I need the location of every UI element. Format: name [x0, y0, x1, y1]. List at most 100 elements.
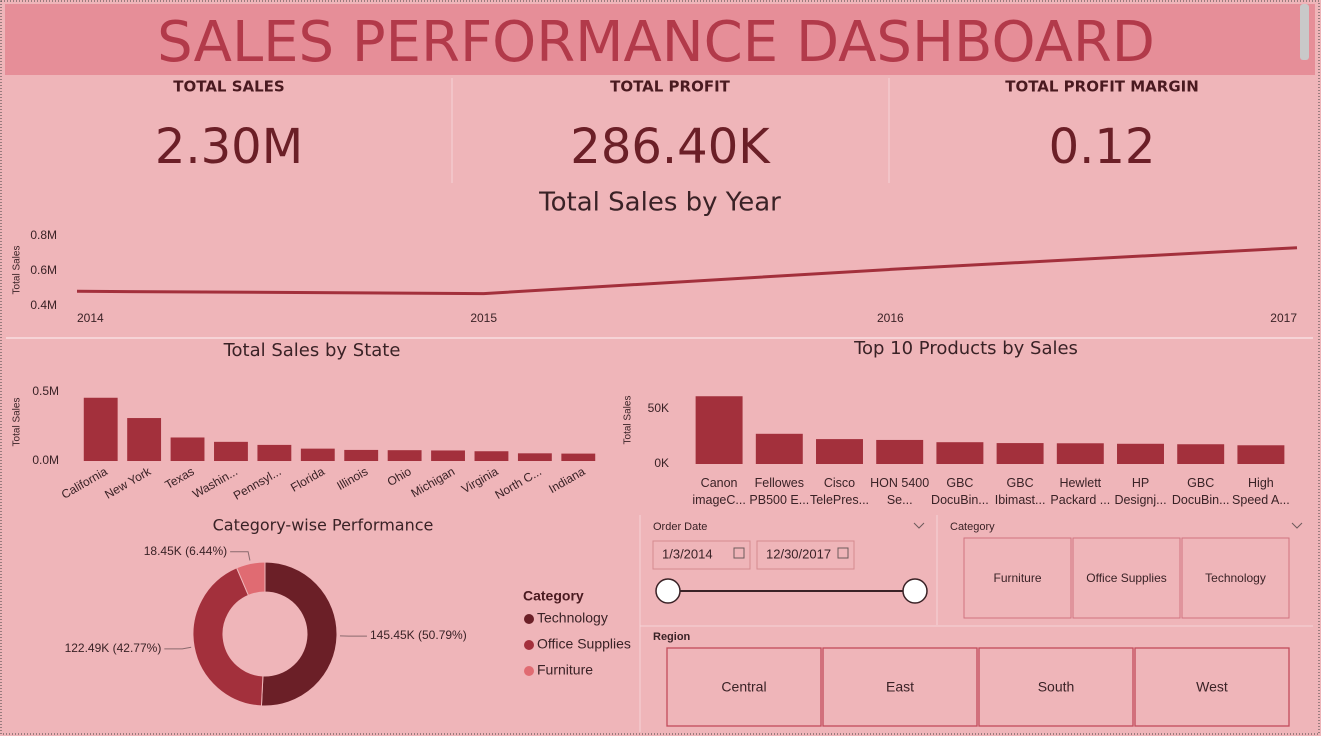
bar — [996, 443, 1044, 464]
date-slider-handle[interactable] — [655, 578, 681, 604]
slicer-title: Region — [653, 631, 691, 643]
slicer-button[interactable] — [1181, 537, 1290, 619]
slicer-title: Category — [950, 521, 995, 533]
sales-line — [76, 246, 1298, 296]
data-label: 122.49K (42.77%) — [65, 641, 162, 655]
slicer-item: Central — [721, 679, 766, 695]
slicer-item: Office Supplies — [1086, 571, 1167, 585]
data-label: 18.45K (6.44%) — [144, 544, 227, 558]
legend-label: Office Supplies — [537, 636, 631, 652]
bar — [170, 437, 205, 461]
scrollbar[interactable] — [1300, 4, 1309, 60]
header-band — [5, 4, 1315, 75]
legend-label: Technology — [537, 610, 608, 626]
bar — [83, 397, 118, 461]
bar — [257, 444, 292, 461]
x-tick-label: Cisco TelePres... — [809, 476, 870, 507]
bar — [936, 442, 984, 464]
bar — [127, 418, 162, 461]
bar — [214, 441, 248, 461]
kpi-label: TOTAL PROFIT MARGIN — [1005, 78, 1199, 96]
data-label: 145.45K (50.79%) — [370, 628, 467, 642]
x-tick-label: 2017 — [1270, 311, 1297, 325]
x-tick-label: HON 5400 Se... — [870, 476, 930, 507]
bar — [431, 450, 465, 461]
x-tick-label: Florida — [288, 464, 327, 495]
slicer-button[interactable] — [1072, 537, 1181, 619]
bar — [517, 453, 552, 461]
bar — [876, 439, 924, 464]
chart-title: Category-wise Performance — [213, 516, 434, 535]
x-tick-label: GBC DocuBin... — [931, 476, 989, 507]
kpi-label: TOTAL SALES — [173, 78, 284, 96]
y-tick-label: 0K — [654, 456, 669, 470]
y-tick-label: 0.6M — [30, 263, 57, 277]
slicer-button[interactable] — [1134, 647, 1290, 727]
x-tick-label: GBC Ibimast... — [994, 476, 1046, 507]
x-tick-label: Illinois — [334, 464, 370, 493]
chart-title: Total Sales by State — [223, 340, 401, 361]
date-value: 12/30/2017 — [766, 546, 831, 561]
slicer-button[interactable] — [666, 647, 822, 727]
x-tick-label: Hewlett Packard ... — [1050, 476, 1111, 507]
x-tick-label: Washin... — [190, 464, 240, 501]
y-axis-label: Total Sales — [12, 398, 23, 447]
bar — [816, 439, 863, 464]
bar — [1237, 445, 1285, 464]
dropdown-chevron[interactable] — [913, 522, 925, 529]
leader-line — [230, 551, 251, 561]
x-tick-label: Michigan — [409, 464, 458, 500]
date-slider-handle[interactable] — [902, 578, 928, 604]
y-axis-label: Total Sales — [12, 246, 23, 295]
y-tick-label: 0.5M — [32, 384, 59, 398]
legend-title: Category — [523, 588, 584, 604]
dropdown-chevron[interactable] — [1291, 522, 1303, 529]
x-tick-label: 2014 — [77, 311, 104, 325]
kpi-value: 2.30M — [155, 119, 303, 175]
x-tick-label: Canon imageC... — [692, 476, 746, 507]
bar — [1117, 443, 1164, 464]
kpi-value: 0.12 — [1049, 119, 1156, 175]
x-tick-label: HP Designj... — [1114, 476, 1167, 507]
bar — [755, 433, 803, 464]
legend-marker — [524, 640, 534, 650]
y-tick-label: 0.0M — [32, 453, 59, 467]
legend-marker — [524, 614, 534, 624]
legend-label: Furniture — [537, 662, 593, 678]
chart-title: Top 10 Products by Sales — [853, 338, 1078, 359]
y-axis-label: Total Sales — [623, 396, 634, 445]
calendar-icon[interactable] — [733, 547, 745, 559]
y-tick-label: 0.8M — [30, 228, 57, 242]
bar — [1177, 444, 1225, 464]
slicer-item: Furniture — [993, 571, 1041, 585]
bar — [344, 449, 379, 461]
chart-title: Total Sales by Year — [538, 188, 781, 218]
slicer-button[interactable] — [822, 647, 978, 727]
date-input[interactable] — [652, 540, 751, 570]
slicer-button[interactable] — [963, 537, 1072, 619]
bar — [561, 453, 596, 461]
slicer-item: West — [1196, 679, 1228, 695]
x-tick-label: Indiana — [546, 464, 587, 496]
x-tick-label: New York — [102, 464, 154, 502]
slicer-item: East — [886, 679, 914, 695]
x-tick-label: GBC DocuBin... — [1171, 476, 1230, 507]
x-tick-label: Pennsyl... — [231, 464, 284, 502]
x-tick-label: 2016 — [877, 311, 904, 325]
date-input[interactable] — [756, 540, 855, 570]
y-tick-label: 50K — [648, 401, 669, 415]
bar — [695, 396, 743, 464]
kpi-value: 286.40K — [570, 119, 771, 175]
slicer-item: Technology — [1205, 571, 1266, 585]
slicer-button[interactable] — [978, 647, 1134, 727]
donut-slice — [260, 561, 338, 707]
donut-slice — [235, 561, 266, 597]
x-tick-label: Ohio — [385, 464, 414, 489]
bar — [300, 448, 335, 461]
x-tick-label: California — [59, 464, 110, 502]
bar — [1056, 443, 1104, 464]
calendar-icon[interactable] — [837, 547, 849, 559]
